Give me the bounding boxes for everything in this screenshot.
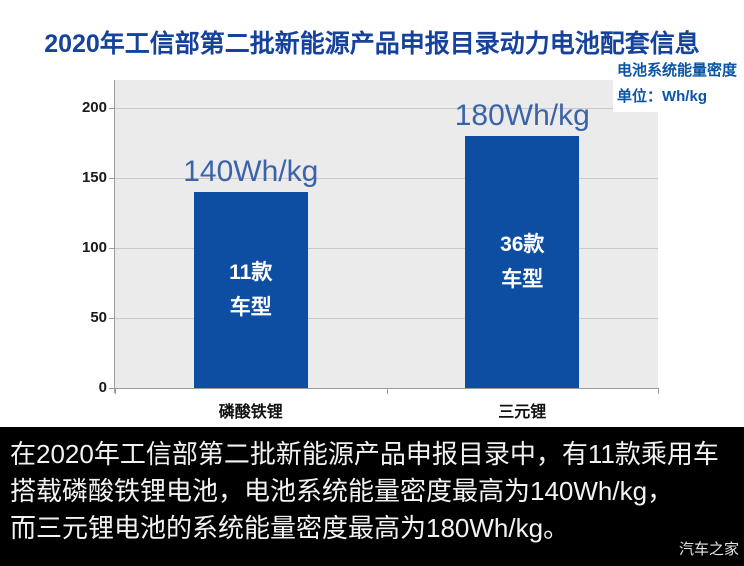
x-tick-end: [658, 388, 659, 394]
bar-annotation-2: 36款车型: [465, 136, 579, 388]
y-axis-line: [114, 80, 115, 393]
bar-annotation-1: 11款车型: [194, 192, 308, 388]
bar-annotation-line: 车型: [501, 267, 544, 291]
bar-value-label-2: 180Wh/kg: [454, 99, 590, 132]
bar-annotation-line: 11款: [229, 260, 273, 284]
y-tick-label-50: 50: [90, 309, 107, 326]
watermark: 汽车之家: [678, 541, 739, 558]
y-tick-label-0: 0: [98, 379, 107, 396]
bar-annotation-line: 36款: [500, 232, 545, 256]
unit-label: 电池系统能量密度 单位：Wh/kg: [612, 58, 739, 112]
unit-label-line2: 单位：Wh/kg: [616, 88, 707, 105]
bar-1: [193, 192, 308, 388]
x-category-label-2: 三元锂: [498, 404, 547, 421]
x-tick-2: [386, 388, 388, 394]
unit-label-line1: 电池系统能量密度: [616, 62, 737, 79]
y-tick-label-200: 200: [81, 99, 107, 116]
gridline-50: [115, 318, 658, 319]
y-tick-100: [109, 248, 115, 249]
x-axis-line: [114, 388, 658, 389]
x-tick-1: [115, 388, 116, 394]
y-tick-label-150: 150: [81, 169, 107, 186]
y-tick-0: [109, 388, 115, 389]
bar-2: [465, 136, 580, 388]
caption-line-1: 在2020年工信部第二批新能源产品申报目录中，有11款乘用车: [10, 439, 719, 469]
x-category-label-1: 磷酸铁锂: [218, 404, 283, 421]
caption-line-2: 搭载磷酸铁锂电池，电池系统能量密度最高为140Wh/kg，: [10, 476, 674, 506]
y-tick-200: [109, 108, 115, 109]
bar-value-label-1: 140Wh/kg: [183, 155, 319, 188]
bar-annotation-line: 车型: [229, 295, 272, 319]
caption-band: 在2020年工信部第二批新能源产品申报目录中，有11款乘用车 搭载磷酸铁锂电池，…: [0, 427, 744, 566]
caption-line-3: 而三元锂电池的系统能量密度最高为180Wh/kg。: [10, 513, 570, 543]
gridline-100: [115, 248, 658, 249]
page-title: 2020年工信部第二批新能源产品申报目录动力电池配套信息: [44, 30, 700, 58]
gridline-150: [115, 178, 658, 179]
y-tick-150: [109, 178, 115, 179]
y-tick-50: [109, 318, 115, 319]
y-tick-label-100: 100: [81, 239, 107, 256]
gridline-200: [115, 108, 658, 109]
